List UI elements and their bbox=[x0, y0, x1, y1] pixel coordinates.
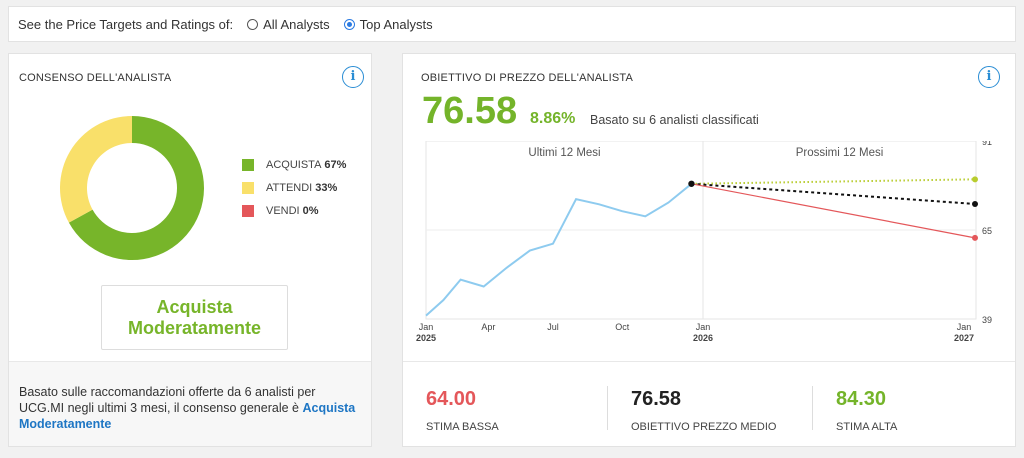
stat-value: 64.00 bbox=[426, 388, 477, 410]
price-target-footer: 64.00 STIMA BASSA 76.58 OBIETTIVO PREZZO… bbox=[403, 361, 1015, 446]
card-title: CONSENSO DELL'ANALISTA bbox=[19, 72, 172, 84]
legend-swatch bbox=[242, 159, 254, 171]
stat-value: 76.58 bbox=[631, 388, 682, 410]
stat-low-estimate: 64.00 STIMA BASSA bbox=[426, 388, 499, 433]
legend-label: ATTENDI bbox=[266, 182, 313, 194]
forecast-end-point bbox=[972, 234, 978, 241]
consensus-donut bbox=[59, 116, 204, 260]
y-tick-label: 91 bbox=[982, 141, 992, 147]
radio-label: Top Analysts bbox=[359, 16, 433, 32]
y-tick-label: 65 bbox=[982, 226, 992, 236]
divider bbox=[607, 386, 608, 430]
consensus-footer: Basato sulle raccomandazioni offerte da … bbox=[9, 361, 371, 446]
consensus-summary: Basato sulle raccomandazioni offerte da … bbox=[19, 384, 359, 432]
x-tick-label: Jan bbox=[696, 322, 711, 332]
divider bbox=[812, 386, 813, 430]
stat-label: STIMA ALTA bbox=[836, 421, 898, 433]
consensus-verdict-button[interactable]: Acquista Moderatamente bbox=[101, 285, 288, 350]
radio-top-analysts[interactable]: Top Analysts bbox=[343, 16, 433, 32]
chart-frame bbox=[425, 141, 977, 320]
consensus-card: CONSENSO DELL'ANALISTA i ACQUISTA 67% ATT… bbox=[8, 53, 372, 447]
x-tick-label: Jul bbox=[547, 322, 559, 332]
average-price-target: 76.58 bbox=[422, 90, 518, 132]
x-tick-label: Jan bbox=[419, 322, 434, 332]
x-tick-label: Apr bbox=[481, 322, 495, 332]
radio-all-analysts[interactable]: All Analysts bbox=[247, 16, 330, 32]
forecast-line bbox=[691, 183, 976, 239]
radio-circle-icon bbox=[247, 18, 259, 30]
forecast-end-point bbox=[972, 176, 978, 183]
info-icon[interactable]: i bbox=[978, 66, 1000, 88]
y-tick-label: 39 bbox=[982, 315, 992, 325]
stat-label: OBIETTIVO PREZZO MEDIO bbox=[631, 421, 777, 433]
donut-slice-acquista bbox=[68, 116, 204, 260]
stat-average-target: 76.58 OBIETTIVO PREZZO MEDIO bbox=[631, 388, 776, 433]
price-history-line bbox=[425, 183, 693, 317]
legend-swatch bbox=[242, 182, 254, 194]
donut-slice-attendi bbox=[59, 116, 132, 223]
upside-percent: 8.86% bbox=[530, 110, 576, 127]
legend-pct: 67% bbox=[324, 159, 347, 171]
forecast-line bbox=[691, 178, 976, 185]
x-tick-year: 2027 bbox=[954, 333, 974, 343]
x-tick-label: Oct bbox=[615, 322, 630, 332]
current-price-point bbox=[688, 180, 695, 187]
period-label: Ultimi 12 Mesi bbox=[528, 147, 600, 159]
forecast-end-point bbox=[972, 200, 978, 207]
analyst-filter-bar: See the Price Targets and Ratings of: Al… bbox=[8, 6, 1016, 42]
legend-item-vendi: VENDI 0% bbox=[242, 205, 319, 217]
stat-label: STIMA BASSA bbox=[426, 421, 499, 433]
consensus-summary-text: Basato sulle raccomandazioni offerte da … bbox=[19, 385, 316, 415]
x-tick-label: Jan bbox=[957, 322, 972, 332]
legend-item-acquista: ACQUISTA 67% bbox=[242, 159, 346, 171]
legend-pct: 33% bbox=[315, 182, 338, 194]
stat-high-estimate: 84.30 STIMA ALTA bbox=[836, 388, 897, 433]
filter-label: See the Price Targets and Ratings of: bbox=[18, 16, 234, 32]
x-tick-year: 2026 bbox=[693, 333, 713, 343]
legend-label: ACQUISTA bbox=[266, 159, 322, 171]
card-title: OBIETTIVO DI PREZZO DELL'ANALISTA bbox=[421, 72, 634, 84]
radio-label: All Analysts bbox=[263, 16, 330, 32]
legend-item-attendi: ATTENDI 33% bbox=[242, 182, 337, 194]
x-tick-year: 2025 bbox=[416, 333, 436, 343]
analyst-basis-text: Basato su 6 analisti classificati bbox=[590, 113, 759, 127]
info-icon[interactable]: i bbox=[342, 66, 364, 88]
price-target-card: OBIETTIVO DI PREZZO DELL'ANALISTA i 76.5… bbox=[402, 53, 1016, 447]
period-label: Prossimi 12 Mesi bbox=[796, 147, 884, 159]
forecast-line bbox=[691, 182, 976, 205]
price-target-chart: Ultimi 12 Mesi Prossimi 12 Mesi916539Jan2… bbox=[416, 141, 992, 343]
consensus-verdict-link[interactable]: Acquista Moderatamente bbox=[19, 401, 356, 431]
legend-pct: 0% bbox=[302, 205, 319, 217]
legend-label: VENDI bbox=[266, 205, 300, 217]
stat-value: 84.30 bbox=[836, 388, 887, 410]
legend-swatch bbox=[242, 205, 254, 217]
radio-circle-icon bbox=[343, 18, 355, 30]
